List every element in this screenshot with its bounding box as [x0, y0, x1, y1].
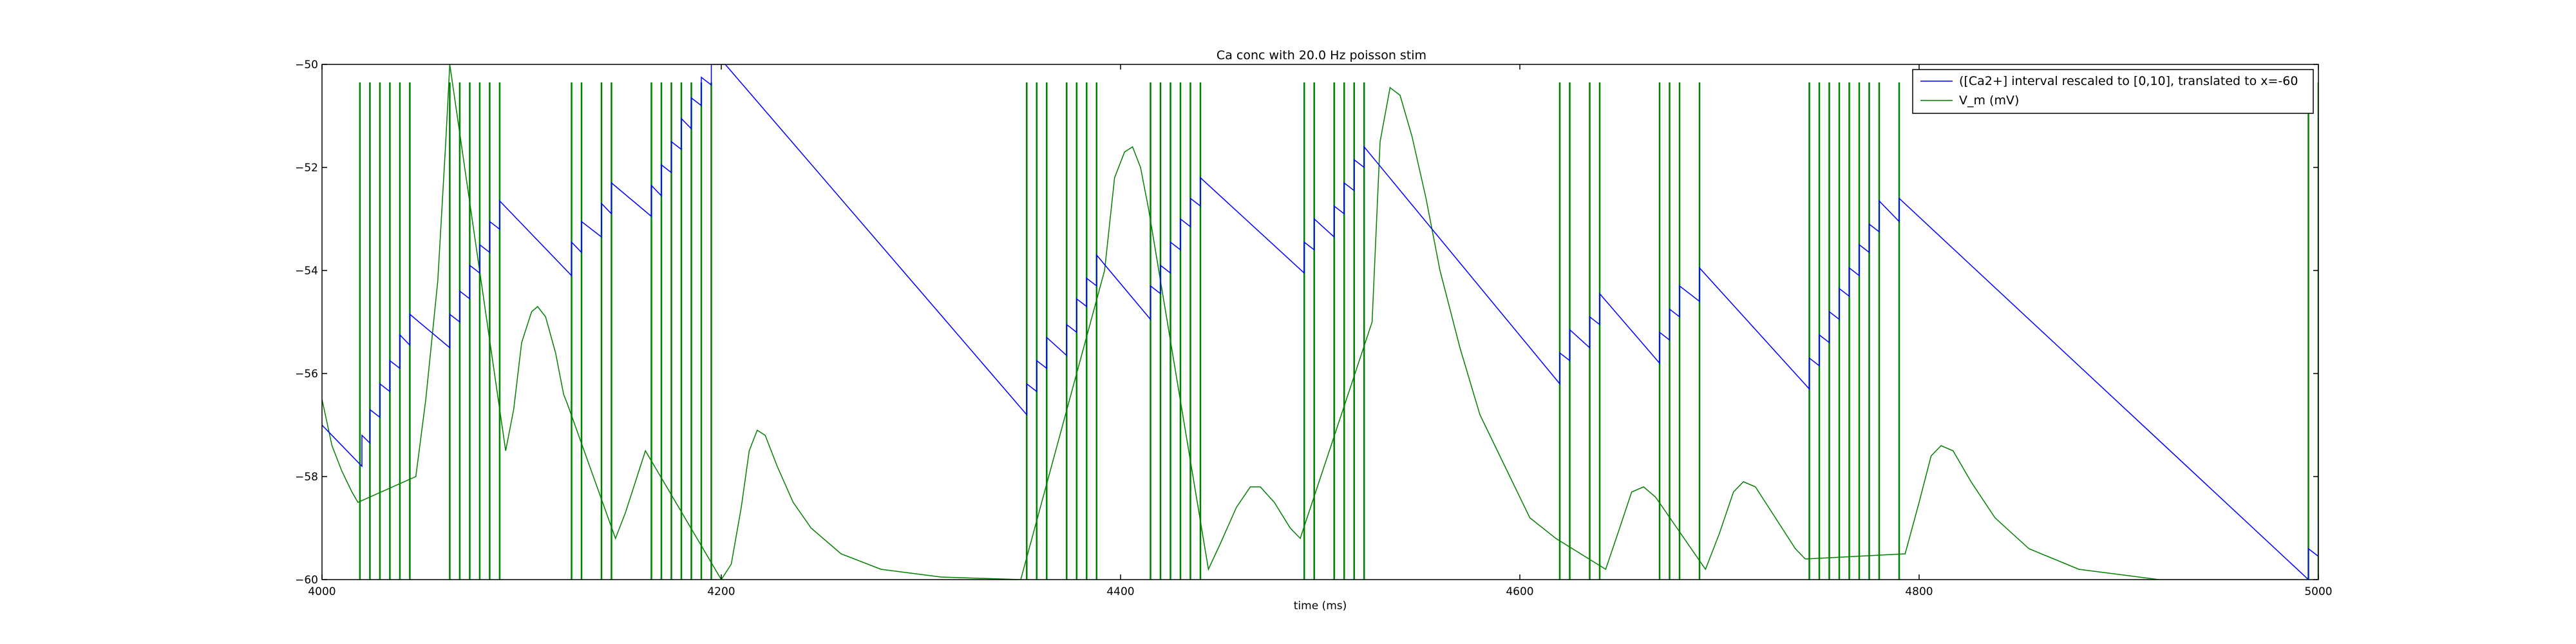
x-tick-label: 4600 [1506, 585, 1533, 598]
x-tick-label: 5000 [2304, 585, 2332, 598]
x-tick-label: 4200 [707, 585, 735, 598]
chart-title: Ca conc with 20.0 Hz poisson stim [1217, 48, 1426, 62]
legend-box [1912, 69, 2314, 114]
series-layer [322, 64, 2318, 580]
y-tick-label: −50 [295, 59, 318, 71]
plot-area [322, 64, 2318, 580]
y-tick-label: −60 [295, 574, 318, 587]
x-tick-label: 4800 [1905, 585, 1933, 598]
x-tick-label: 4000 [308, 585, 336, 598]
x-axis-label: time (ms) [1294, 600, 1347, 612]
axis-ticks: 4000 4200 4400 4600 4800 5000 −60 −58 −56 −54 −52 −… [295, 59, 2333, 598]
y-tick-label: −58 [295, 471, 318, 484]
legend-label-vm: V_m (mV) [1959, 93, 2019, 108]
series-line-calcium [322, 64, 2318, 580]
plot-frame [321, 64, 2319, 580]
y-tick-label: −54 [295, 265, 318, 278]
y-tick-label: −56 [295, 368, 318, 381]
x-tick-label: 4400 [1106, 585, 1134, 598]
series-line-vm [322, 64, 2298, 580]
y-tick-label: −52 [295, 162, 318, 175]
legend-label-calcium: ([Ca2+] interval rescaled to [0,10], tra… [1959, 74, 2298, 88]
legend: ([Ca2+] interval rescaled to [0,10], tra… [1912, 69, 2314, 114]
